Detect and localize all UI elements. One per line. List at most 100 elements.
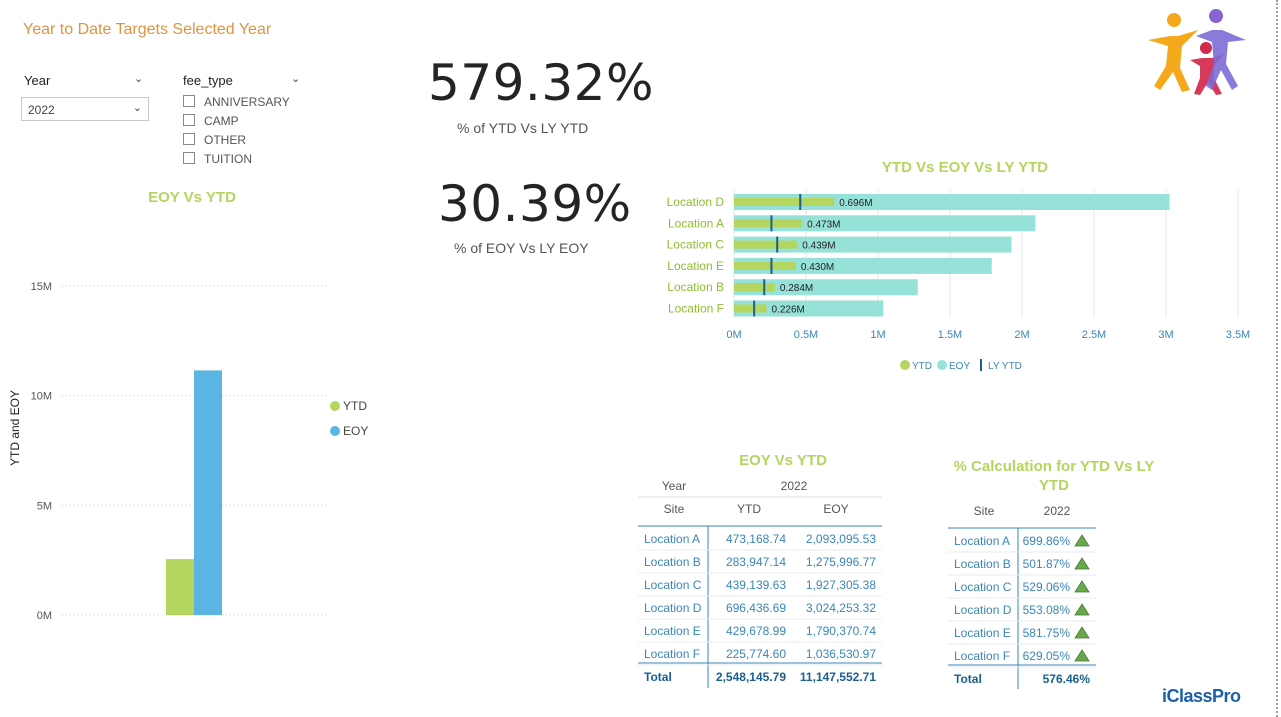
kpi-value-eoy-vs-ly-eoy: 30.39% bbox=[438, 175, 632, 233]
cell-pct: 699.86% bbox=[1023, 534, 1071, 548]
checkbox[interactable] bbox=[183, 152, 195, 164]
bar-ytd bbox=[166, 559, 194, 615]
checkbox[interactable] bbox=[183, 114, 195, 126]
year-dropdown-value: 2022 bbox=[28, 103, 55, 117]
bar-ytd bbox=[734, 283, 775, 292]
cell-pct: 553.08% bbox=[1023, 603, 1071, 617]
brand-logo bbox=[1148, 9, 1246, 95]
logo-figure-purple bbox=[1196, 9, 1246, 90]
bar-eoy bbox=[734, 257, 992, 274]
bar-ytd bbox=[734, 240, 798, 249]
cell-site: Location D bbox=[644, 601, 702, 615]
total-label: Total bbox=[954, 672, 982, 686]
cell-eoy: 2,093,095.53 bbox=[806, 532, 876, 546]
year-dropdown[interactable]: 2022 ⌄ bbox=[21, 97, 149, 121]
cell-pct: 501.87% bbox=[1023, 557, 1071, 571]
up-triangle-icon bbox=[1074, 626, 1090, 639]
y-tick-label: 10M bbox=[31, 391, 52, 403]
cell-eoy: 1,036,530.97 bbox=[806, 647, 876, 661]
fee-type-filter-label: fee_type bbox=[183, 73, 233, 88]
cell-eoy: 1,927,305.38 bbox=[806, 578, 876, 592]
checkbox[interactable] bbox=[183, 133, 195, 145]
x-tick-label: 2M bbox=[1014, 329, 1029, 341]
year-filter-collapse-icon[interactable]: ⌄ bbox=[134, 72, 144, 85]
cell-ytd: 225,774.60 bbox=[726, 647, 786, 661]
fee-type-collapse-icon[interactable]: ⌄ bbox=[291, 72, 301, 85]
x-tick-label: 0.5M bbox=[794, 329, 818, 341]
y-tick-label: 5M bbox=[37, 500, 52, 512]
up-triangle-icon bbox=[1074, 534, 1090, 547]
x-tick-label: 3M bbox=[1158, 329, 1173, 341]
header-year: 2022 bbox=[1044, 504, 1071, 518]
legend-label: YTD bbox=[912, 361, 932, 372]
legend-marker-eoy bbox=[330, 426, 340, 436]
fee-type-option[interactable]: ANNIVERSARY bbox=[183, 95, 290, 114]
category-label: Location D bbox=[667, 195, 725, 209]
bar-ytd bbox=[734, 198, 835, 206]
bar-eoy bbox=[734, 215, 1036, 232]
total-label: Total bbox=[644, 670, 672, 684]
cell-ytd: 283,947.14 bbox=[726, 555, 786, 569]
bar-ytd bbox=[734, 304, 767, 313]
kpi-label-ytd-vs-ly-ytd: % of YTD Vs LY YTD bbox=[457, 120, 589, 136]
legend-marker bbox=[937, 360, 947, 370]
y-tick-label: 15M bbox=[31, 281, 52, 293]
category-label: Location B bbox=[667, 280, 724, 294]
cell-site: Location A bbox=[954, 534, 1010, 548]
table-eoy-vs-ytd-title: EOY Vs YTD bbox=[739, 452, 827, 469]
header-ytd: YTD bbox=[737, 502, 761, 516]
cell-site: Location E bbox=[954, 626, 1011, 640]
legend-label: LY YTD bbox=[988, 361, 1022, 372]
total-eoy: 11,147,552.71 bbox=[800, 670, 876, 684]
bar-eoy bbox=[734, 279, 918, 296]
ytd-eoy-ly-bar-chart: 0M 0.5M 1M 1.5M 2M 2.5M 3M 3.5M Location D 0.696M… bbox=[667, 190, 1250, 372]
cell-eoy: 1,275,996.77 bbox=[806, 555, 876, 569]
kpi-value-ytd-vs-ly-ytd: 579.32% bbox=[428, 54, 654, 112]
total-ytd: 2,548,145.79 bbox=[716, 670, 786, 684]
up-triangle-icon bbox=[1074, 580, 1090, 593]
bar-eoy bbox=[734, 300, 884, 317]
table-pct-title: % Calculation for YTD Vs LY YTD bbox=[953, 458, 1155, 494]
fee-type-option[interactable]: TUITION bbox=[183, 152, 290, 171]
x-tick-label: 3.5M bbox=[1226, 329, 1250, 341]
cell-site: Location F bbox=[954, 649, 1010, 663]
logo-figure-red bbox=[1190, 42, 1224, 95]
bar-eoy bbox=[194, 370, 222, 615]
cell-site: Location E bbox=[644, 624, 701, 638]
header-year-label: Year bbox=[662, 479, 686, 493]
cell-ytd: 429,678.99 bbox=[726, 624, 786, 638]
cell-site: Location F bbox=[644, 647, 700, 661]
legend-label: YTD bbox=[343, 399, 367, 413]
checkbox[interactable] bbox=[183, 95, 195, 107]
category-label: Location A bbox=[668, 216, 724, 230]
data-label: 0.439M bbox=[802, 241, 835, 252]
fee-type-options: ANNIVERSARY CAMP OTHER TUITION bbox=[183, 95, 290, 171]
eoy-vs-ytd-column-chart: 0M 5M 10M 15M YTD and EOY YTD EOY bbox=[8, 281, 368, 622]
up-triangle-icon bbox=[1074, 649, 1090, 662]
total-pct: 576.46% bbox=[1043, 672, 1091, 686]
cell-eoy: 1,790,370.74 bbox=[806, 624, 876, 638]
cell-site: Location D bbox=[954, 603, 1012, 617]
bar-ytd bbox=[734, 261, 796, 270]
kpi-label-eoy-vs-ly-eoy: % of EOY Vs LY EOY bbox=[454, 240, 589, 256]
chevron-down-icon: ⌄ bbox=[132, 102, 142, 114]
x-tick-label: 1M bbox=[870, 329, 885, 341]
canvas-edge bbox=[1276, 0, 1278, 717]
cell-site: Location C bbox=[644, 578, 702, 592]
data-label: 0.473M bbox=[807, 219, 840, 230]
data-label: 0.430M bbox=[801, 262, 834, 273]
logo-figure-orange bbox=[1148, 13, 1198, 92]
category-label: Location E bbox=[667, 259, 724, 273]
legend-marker-ytd bbox=[330, 401, 340, 411]
x-tick-label: 0M bbox=[726, 329, 741, 341]
data-label: 0.284M bbox=[780, 283, 813, 294]
cell-ytd: 439,139.63 bbox=[726, 578, 786, 592]
fee-type-option[interactable]: CAMP bbox=[183, 114, 290, 133]
fee-type-option[interactable]: OTHER bbox=[183, 133, 290, 152]
up-triangle-icon bbox=[1074, 603, 1090, 616]
bar-eoy bbox=[734, 236, 1012, 253]
x-tick-label: 1.5M bbox=[938, 329, 962, 341]
header-site: Site bbox=[974, 504, 995, 518]
cell-site: Location B bbox=[644, 555, 701, 569]
pct-calculation-table: Site 2022 Location A 699.86% Location B 501.8… bbox=[948, 504, 1096, 689]
